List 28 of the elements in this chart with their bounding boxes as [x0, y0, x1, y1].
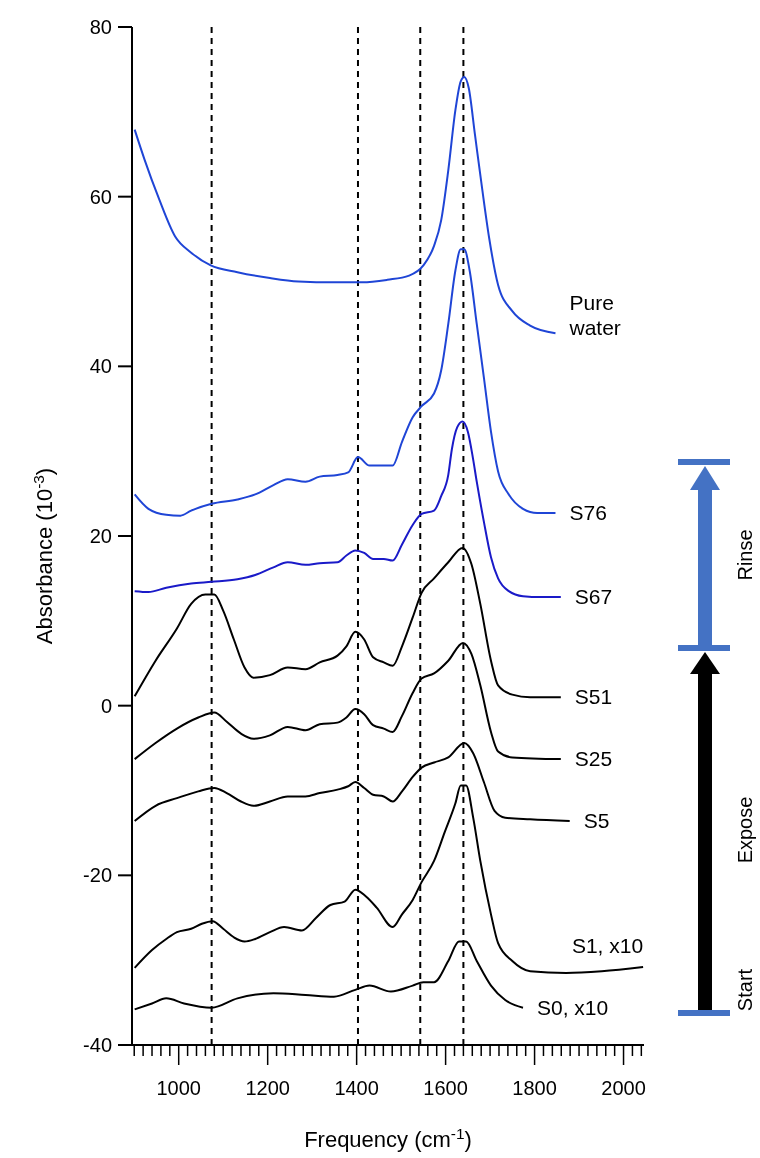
y-tick-label: -40 — [83, 1034, 112, 1056]
text: Start — [734, 968, 756, 1012]
line-series — [133, 76, 557, 335]
series-label: S67 — [574, 585, 613, 609]
x-tick-label: 1600 — [423, 1077, 468, 1099]
text: Expose — [734, 796, 756, 864]
series-label: S1, x10 — [571, 933, 644, 957]
x-axis-title: Frequency (cm$^{-1}$) — [304, 1124, 472, 1152]
series-label: Pure water — [568, 290, 621, 339]
series-label: S5 — [583, 809, 610, 833]
line-series — [133, 420, 562, 599]
series-label: S25 — [574, 747, 613, 771]
series-label: S51 — [574, 685, 613, 709]
x-tick-label: 1200 — [245, 1077, 290, 1099]
x-tick-label: 1000 — [156, 1077, 201, 1099]
y-tick-label: 60 — [89, 185, 112, 208]
y-tick-label: 0 — [100, 694, 112, 717]
y-tick-label: 40 — [89, 355, 112, 378]
x-tick-label: 1400 — [334, 1077, 379, 1099]
line-series — [133, 248, 557, 517]
y-tick-label: 80 — [89, 16, 112, 38]
series-label: S0, x10 — [537, 995, 609, 1019]
y-tick-label: 20 — [89, 525, 112, 547]
x-tick-label: 2000 — [601, 1077, 646, 1099]
series-label: S76 — [569, 501, 607, 525]
text: Rinse — [734, 529, 756, 581]
x-tick-label: 1800 — [512, 1077, 557, 1099]
y-tick-label: -20 — [83, 864, 112, 887]
